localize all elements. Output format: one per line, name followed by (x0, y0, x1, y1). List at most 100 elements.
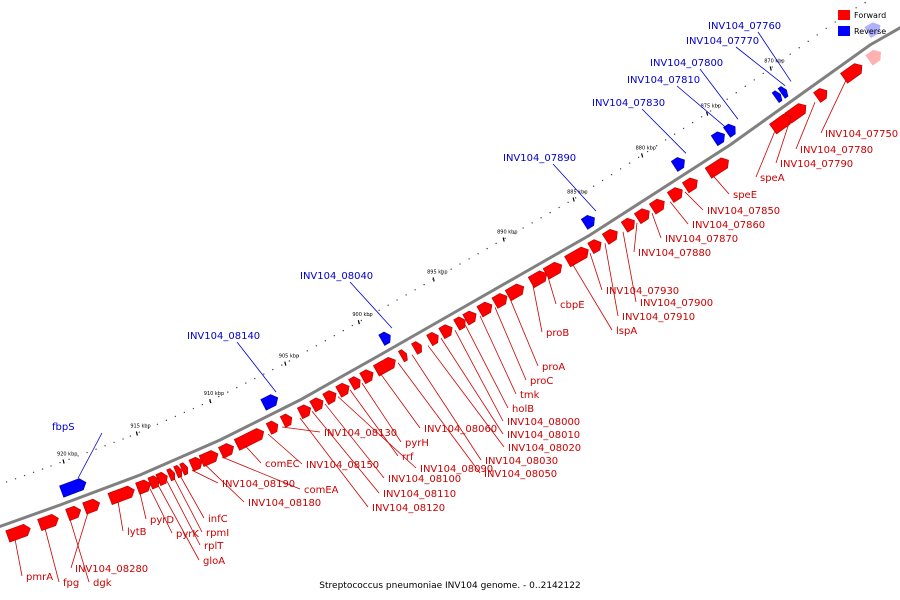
label-infc[interactable]: infC (208, 514, 228, 525)
label-inv104-07790[interactable]: INV104_07790 (780, 159, 853, 170)
label-inv104-08100[interactable]: INV104_08100 (388, 474, 461, 485)
label-inv104-07870[interactable]: INV104_07870 (665, 234, 738, 245)
label-inv104-08010[interactable]: INV104_08010 (507, 430, 580, 441)
label-rpmi[interactable]: rpmI (206, 528, 229, 539)
gene-lytb-arrow[interactable] (107, 484, 137, 506)
label-inv104-07880[interactable]: INV104_07880 (638, 248, 711, 259)
gene-inv104-08120-arrow[interactable] (296, 403, 313, 420)
label-inv104-07930[interactable]: INV104_07930 (606, 286, 679, 297)
gene-rplt-arrow[interactable] (166, 467, 177, 482)
gene-inv104-08280-arrow[interactable] (82, 497, 102, 515)
label-inv104-07760[interactable]: INV104_07760 (708, 21, 781, 32)
gene-inv104-07850-arrow[interactable] (681, 175, 700, 194)
label-inv104-07810[interactable]: INV104_07810 (627, 75, 700, 86)
gene-inv104-08100-arrow[interactable] (322, 388, 339, 405)
gene-proc-arrow[interactable] (491, 291, 510, 309)
gene-fbps-arrow[interactable] (59, 477, 89, 498)
label-fbps[interactable]: fbpS (52, 422, 75, 433)
gene-rrf-arrow[interactable] (348, 375, 364, 391)
gene-spee-arrow[interactable] (704, 155, 732, 179)
label-inv104-08150[interactable]: INV104_08150 (306, 460, 379, 471)
label-pmra[interactable]: pmrA (26, 572, 53, 583)
gene-inv104-07830-arrow[interactable] (670, 155, 688, 172)
label-pyrk[interactable]: pyrK (176, 529, 199, 540)
gene-inv104-08090-arrow[interactable] (335, 381, 352, 398)
label-inv104-08040[interactable]: INV104_08040 (300, 271, 373, 282)
label-gloa[interactable]: gloA (203, 556, 225, 567)
label-inv104-08120[interactable]: INV104_08120 (372, 503, 445, 514)
gene-inv104-08040-arrow[interactable] (378, 330, 394, 346)
gene-gloa-arrow[interactable] (155, 471, 170, 487)
gene-inv104-08020-arrow[interactable] (426, 330, 442, 347)
label-proa[interactable]: proA (542, 362, 565, 373)
gene-infc-arrow[interactable] (179, 462, 190, 476)
gene-inv104-07780-arrow[interactable] (813, 86, 831, 103)
gene-proa-arrow[interactable] (504, 281, 527, 302)
gene-inv104-07750-arrow[interactable] (840, 61, 866, 84)
label-inv104-08190[interactable]: INV104_08190 (222, 479, 295, 490)
gene-holb-arrow[interactable] (462, 309, 479, 326)
label-inv104-07800[interactable]: INV104_07800 (650, 58, 723, 69)
gene-inv104-08110-arrow[interactable] (309, 396, 326, 413)
label-inv104-07890[interactable]: INV104_07890 (503, 153, 576, 164)
gene-tmk-arrow[interactable] (476, 300, 495, 318)
label-cbpe[interactable]: cbpE (560, 300, 585, 311)
gene-inv104-08030-arrow[interactable] (411, 340, 425, 355)
gene-inv104-07800-arrow[interactable] (723, 122, 738, 138)
gene-inv104-08150-arrow[interactable] (265, 419, 280, 435)
label-inv104-07900[interactable]: INV104_07900 (640, 298, 713, 309)
gene-inv104-08050-arrow[interactable] (397, 348, 409, 363)
label-tmk[interactable]: tmk (520, 390, 540, 401)
label-inv104-08050[interactable]: INV104_08050 (484, 469, 557, 480)
label-inv104-08020[interactable]: INV104_08020 (508, 443, 581, 454)
gene-inv104-08130-arrow[interactable] (279, 412, 294, 428)
gene-inv104-07770-arrow[interactable] (771, 89, 784, 103)
label-holb[interactable]: holB (512, 404, 534, 415)
gene-comea-arrow[interactable] (218, 441, 236, 459)
label-inv104-07860[interactable]: INV104_07860 (692, 220, 765, 231)
gene-rpmi-arrow[interactable] (173, 464, 184, 479)
gene-inv104-08190-arrow[interactable] (188, 455, 205, 472)
label-rrf[interactable]: rrf (402, 452, 414, 463)
gene-faded-reverse-arrow[interactable] (864, 20, 883, 38)
label-lytb[interactable]: lytB (127, 527, 147, 538)
label-inv104-07770[interactable]: INV104_07770 (686, 36, 759, 47)
gene-faded-forward-arrow[interactable] (865, 47, 884, 66)
label-inv104-07850[interactable]: INV104_07850 (707, 206, 780, 217)
label-lspa[interactable]: lspA (616, 326, 637, 337)
gene-dgk-arrow[interactable] (65, 504, 83, 521)
label-inv104-08090[interactable]: INV104_08090 (420, 464, 493, 475)
gene-inv104-08140-arrow[interactable] (260, 392, 281, 411)
gene-pyrd-arrow[interactable] (135, 478, 153, 495)
label-inv104-08180[interactable]: INV104_08180 (248, 498, 321, 509)
gene-inv104-08010-arrow[interactable] (438, 322, 455, 340)
label-spee[interactable]: speE (733, 190, 757, 201)
label-inv104-07830[interactable]: INV104_07830 (592, 98, 665, 109)
label-pyrd[interactable]: pyrD (150, 515, 174, 526)
label-comea[interactable]: comEA (304, 485, 339, 496)
gene-inv104-07910-arrow[interactable] (601, 227, 620, 245)
gene-fpg-arrow[interactable] (37, 513, 61, 532)
gene-inv104-08180-arrow[interactable] (198, 448, 220, 468)
gene-inv104-07870-arrow[interactable] (648, 196, 667, 215)
gene-inv104-07930-arrow[interactable] (587, 237, 604, 255)
label-inv104-08030[interactable]: INV104_08030 (485, 456, 558, 467)
gene-inv104-07880-arrow[interactable] (633, 206, 652, 225)
gene-inv104-07810-arrow[interactable] (710, 129, 728, 147)
gene-inv104-07860-arrow[interactable] (666, 185, 685, 203)
label-inv104-08280[interactable]: INV104_08280 (75, 564, 148, 575)
gene-inv104-07900-arrow[interactable] (620, 216, 638, 233)
gene-pyrk-arrow[interactable] (147, 474, 162, 490)
label-inv104-08110[interactable]: INV104_08110 (383, 489, 456, 500)
label-pyrh[interactable]: pyrH (405, 438, 429, 449)
label-inv104-08000[interactable]: INV104_08000 (507, 417, 580, 428)
gene-comec-arrow[interactable] (233, 426, 266, 451)
gene-pmra-arrow[interactable] (5, 523, 33, 543)
gene-inv104-07760-arrow[interactable] (777, 85, 790, 99)
gene-spea-arrow[interactable] (769, 111, 795, 135)
gene-inv104-08060-arrow[interactable] (372, 355, 398, 377)
label-comec[interactable]: comEC (265, 459, 300, 470)
label-proc[interactable]: proC (530, 376, 553, 387)
gene-inv104-07890-arrow[interactable] (580, 213, 598, 230)
label-inv104-07780[interactable]: INV104_07780 (800, 145, 873, 156)
